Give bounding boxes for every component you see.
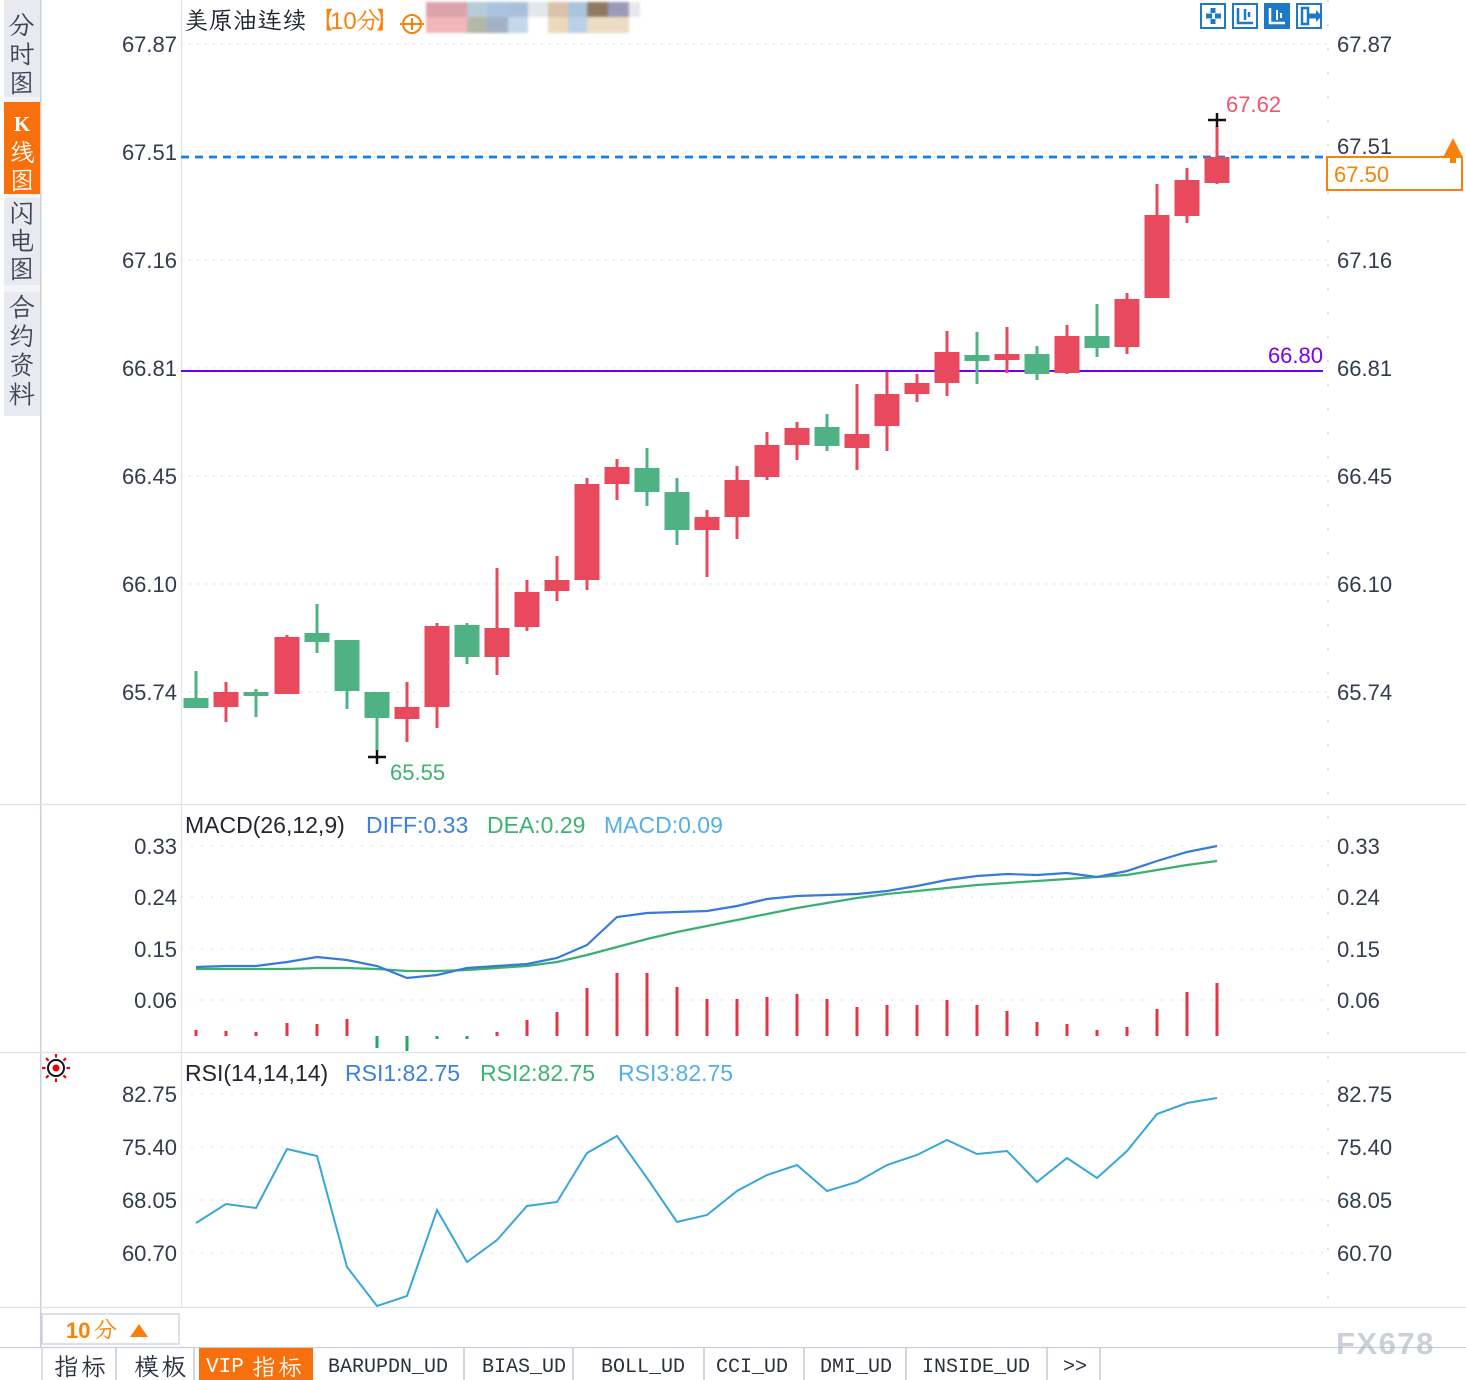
svg-text:67.51: 67.51 xyxy=(122,140,177,165)
svg-text:65.74: 65.74 xyxy=(1337,680,1392,705)
svg-text:75.40: 75.40 xyxy=(1337,1135,1392,1160)
svg-text:BIAS_UD: BIAS_UD xyxy=(482,1356,566,1379)
svg-text:10: 10 xyxy=(66,1318,90,1343)
svg-text:67.51: 67.51 xyxy=(1337,134,1392,159)
svg-text:DMI_UD: DMI_UD xyxy=(820,1356,892,1379)
svg-text:66.80: 66.80 xyxy=(1268,343,1323,368)
svg-text:60.70: 60.70 xyxy=(122,1241,177,1266)
svg-text:0.33: 0.33 xyxy=(134,834,177,859)
svg-text:>>: >> xyxy=(1063,1356,1087,1379)
svg-text:0.24: 0.24 xyxy=(134,885,177,910)
svg-text:67.16: 67.16 xyxy=(1337,248,1392,273)
svg-text:CCI_UD: CCI_UD xyxy=(716,1356,788,1379)
svg-text:RSI1:82.75: RSI1:82.75 xyxy=(345,1060,460,1086)
svg-text:66.81: 66.81 xyxy=(1337,356,1392,381)
svg-text:82.75: 82.75 xyxy=(122,1082,177,1107)
svg-text:66.45: 66.45 xyxy=(1337,464,1392,489)
svg-text:BARUPDN_UD: BARUPDN_UD xyxy=(328,1356,448,1379)
svg-text:75.40: 75.40 xyxy=(122,1135,177,1160)
svg-text:VIP: VIP xyxy=(206,1356,244,1379)
svg-text:INSIDE_UD: INSIDE_UD xyxy=(922,1356,1030,1379)
svg-text:RSI2:82.75: RSI2:82.75 xyxy=(480,1060,595,1086)
svg-text:0.06: 0.06 xyxy=(134,988,177,1013)
svg-text:67.50: 67.50 xyxy=(1334,162,1389,187)
svg-text:65.74: 65.74 xyxy=(122,680,177,705)
svg-text:0.24: 0.24 xyxy=(1337,885,1380,910)
svg-text:BOLL_UD: BOLL_UD xyxy=(601,1356,685,1379)
svg-text:0.15: 0.15 xyxy=(1337,937,1380,962)
svg-text:RSI3:82.75: RSI3:82.75 xyxy=(618,1060,733,1086)
svg-text:0.33: 0.33 xyxy=(1337,834,1380,859)
svg-text:MACD(26,12,9): MACD(26,12,9) xyxy=(185,812,345,838)
svg-text:10: 10 xyxy=(330,8,357,35)
svg-text:0.06: 0.06 xyxy=(1337,988,1380,1013)
svg-text:67.62: 67.62 xyxy=(1226,92,1281,117)
svg-text:82.75: 82.75 xyxy=(1337,1082,1392,1107)
svg-text:RSI(14,14,14): RSI(14,14,14) xyxy=(185,1060,328,1086)
svg-text:MACD:0.09: MACD:0.09 xyxy=(604,812,723,838)
svg-text:67.87: 67.87 xyxy=(122,32,177,57)
svg-text:DIFF:0.33: DIFF:0.33 xyxy=(366,812,468,838)
svg-text:66.10: 66.10 xyxy=(122,572,177,597)
svg-text:68.05: 68.05 xyxy=(1337,1188,1392,1213)
svg-text:66.45: 66.45 xyxy=(122,464,177,489)
svg-text:66.10: 66.10 xyxy=(1337,572,1392,597)
svg-text:65.55: 65.55 xyxy=(390,760,445,785)
svg-text:0.15: 0.15 xyxy=(134,937,177,962)
svg-text:67.16: 67.16 xyxy=(122,248,177,273)
svg-text:FX678: FX678 xyxy=(1336,1326,1435,1361)
svg-text:66.81: 66.81 xyxy=(122,356,177,381)
svg-text:60.70: 60.70 xyxy=(1337,1241,1392,1266)
svg-text:68.05: 68.05 xyxy=(122,1188,177,1213)
svg-text:67.87: 67.87 xyxy=(1337,32,1392,57)
svg-text:DEA:0.29: DEA:0.29 xyxy=(487,812,585,838)
svg-text:K: K xyxy=(14,112,31,136)
